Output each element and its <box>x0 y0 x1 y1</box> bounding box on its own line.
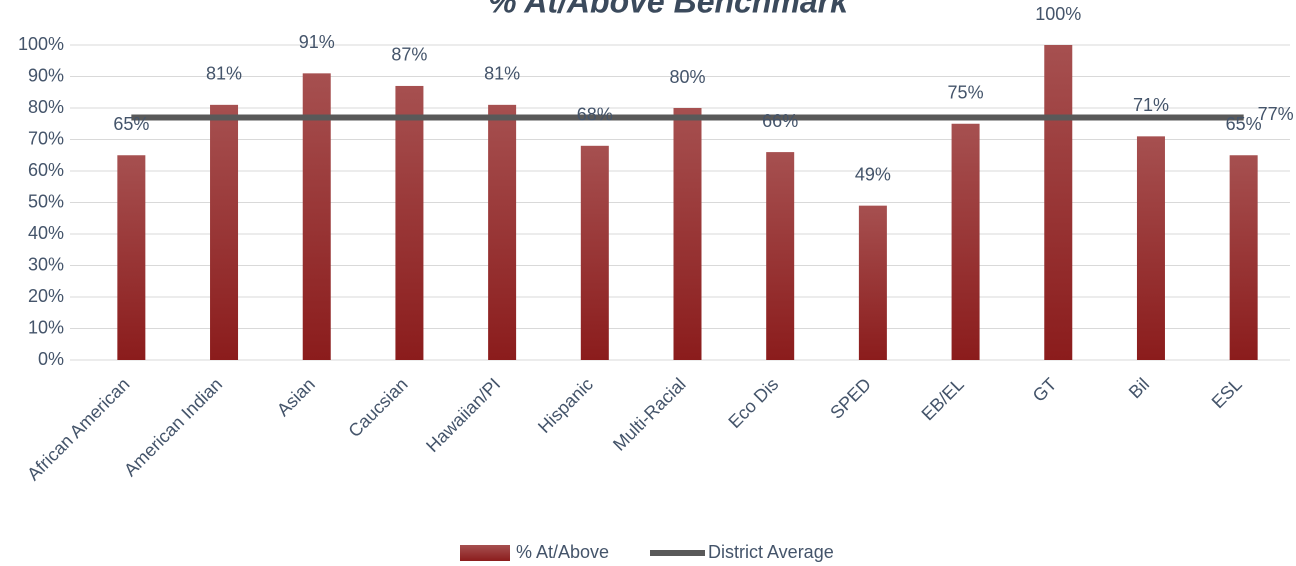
x-tick-label: SPED <box>826 374 875 423</box>
x-tick-label: American Indian <box>120 374 226 480</box>
y-tick-label: 70% <box>28 128 64 148</box>
legend-swatch <box>460 545 510 561</box>
value-label: 66% <box>762 111 798 131</box>
y-tick-label: 30% <box>28 254 64 274</box>
value-label: 68% <box>577 105 613 125</box>
x-tick-label: Hispanic <box>534 374 597 437</box>
y-tick-label: 10% <box>28 317 64 337</box>
bar <box>210 104 239 360</box>
legend-label: District Average <box>708 542 834 562</box>
x-tick-label: Bil <box>1125 374 1153 402</box>
bar <box>117 155 146 360</box>
value-label: 100% <box>1035 4 1081 24</box>
value-label: 81% <box>484 64 520 84</box>
x-tick-label: Hawaiian/PI <box>422 374 504 456</box>
bar <box>673 108 702 360</box>
bar <box>1044 45 1073 360</box>
x-tick-label: African American <box>23 374 133 484</box>
x-tick-label: EB/EL <box>918 374 968 424</box>
y-tick-label: 50% <box>28 191 64 211</box>
y-tick-label: 80% <box>28 97 64 117</box>
value-label: 91% <box>299 32 335 52</box>
bar <box>488 104 517 360</box>
bar <box>766 152 795 360</box>
bar <box>395 85 424 360</box>
x-tick-label: Eco Dis <box>724 374 782 432</box>
bar <box>302 73 331 360</box>
value-label: 87% <box>391 45 427 65</box>
x-tick-label: Asian <box>273 374 319 420</box>
value-label: 65% <box>1226 114 1262 134</box>
value-label: 80% <box>669 67 705 87</box>
bar <box>1136 136 1165 360</box>
value-label: 65% <box>113 114 149 134</box>
y-tick-label: 100% <box>18 34 64 54</box>
y-tick-label: 0% <box>38 349 64 369</box>
y-tick-label: 60% <box>28 160 64 180</box>
x-tick-label: Caucsian <box>344 374 411 441</box>
chart-title: % At/Above Benchmark <box>488 0 850 19</box>
x-tick-label: ESL <box>1208 374 1246 412</box>
bar <box>858 205 887 360</box>
bar <box>1229 155 1258 360</box>
legend-label: % At/Above <box>516 542 609 562</box>
bar <box>580 145 609 360</box>
y-tick-label: 90% <box>28 65 64 85</box>
y-tick-label: 20% <box>28 286 64 306</box>
x-tick-label: GT <box>1029 374 1061 406</box>
value-label: 49% <box>855 164 891 184</box>
y-tick-label: 40% <box>28 223 64 243</box>
value-label: 81% <box>206 64 242 84</box>
x-tick-label: Multi-Racial <box>609 374 690 455</box>
reference-label: 77% <box>1258 104 1294 124</box>
value-label: 71% <box>1133 95 1169 115</box>
bar <box>951 123 980 360</box>
value-label: 75% <box>948 83 984 103</box>
